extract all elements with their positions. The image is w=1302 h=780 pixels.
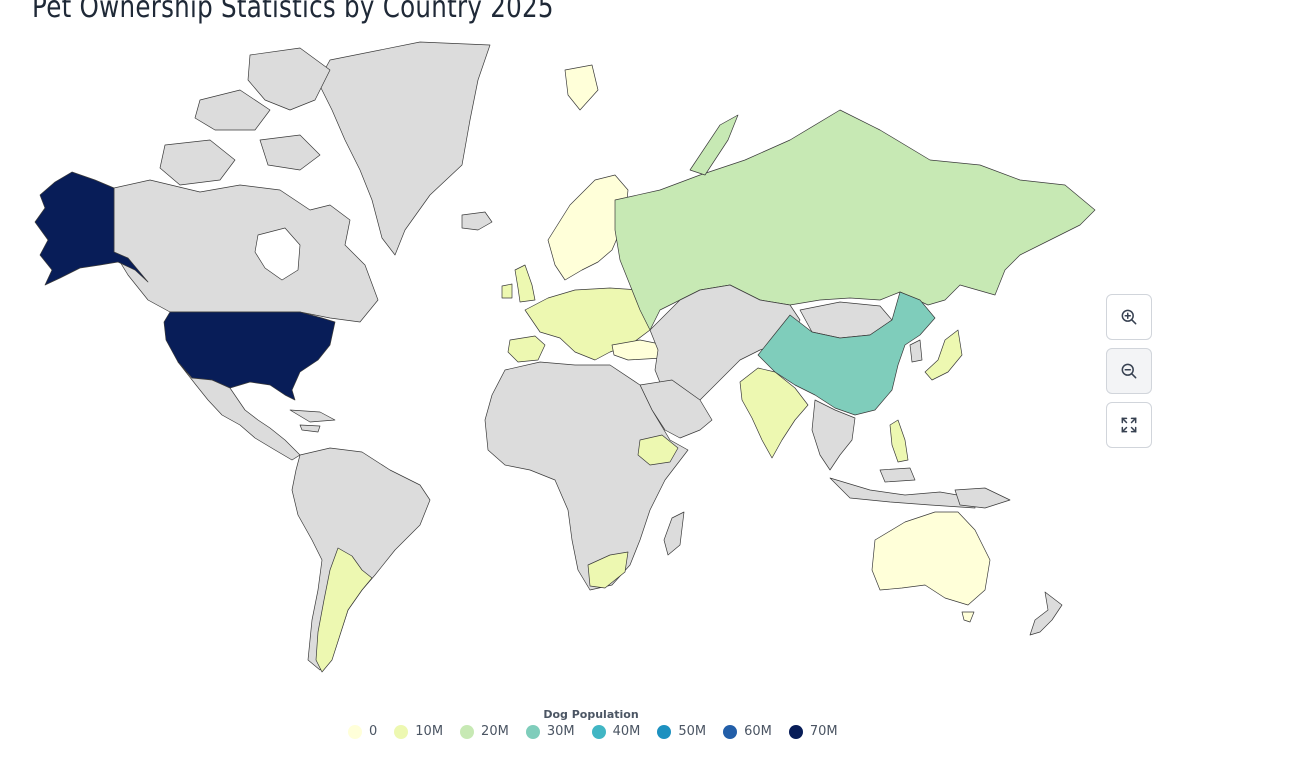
region-russia[interactable] [614,109,1096,331]
legend-label: 0 [369,724,378,739]
legend-item[interactable]: 10M [394,724,443,739]
reset-view-button[interactable] [1106,402,1152,448]
legend-item[interactable]: 0 [348,724,377,739]
legend-label: 10M [415,724,444,739]
legend-swatch [348,724,362,739]
zoom-in-button[interactable] [1106,294,1152,340]
region-south-africa[interactable] [587,551,629,589]
region-novaya-zemlya[interactable] [689,114,739,176]
region-korea[interactable] [909,339,923,363]
legend-swatch [460,724,475,739]
legend-label: 50M [678,724,707,739]
zoom-in-icon [1121,309,1137,325]
region-madagascar[interactable] [663,511,685,556]
legend-item[interactable]: 30M [525,724,575,739]
region-japan[interactable] [924,329,963,381]
legend-label: 30M [546,724,575,739]
legend-item[interactable]: 40M [591,724,641,739]
zoom-out-button[interactable] [1106,348,1152,394]
region-south-america[interactable] [291,447,431,671]
legend-items: 0 10M 20M 30M 40M 50M 60M 70M [348,724,855,739]
region-se-asia[interactable] [811,399,856,471]
legend-item[interactable]: 70M [788,724,838,739]
region-greenland[interactable] [317,41,491,256]
region-philippines[interactable] [889,419,909,463]
region-new-zealand[interactable] [1029,591,1063,636]
region-india[interactable] [739,367,809,459]
region-svalbard[interactable] [564,64,599,111]
legend-label: 20M [481,724,509,739]
region-canada-islands[interactable] [159,47,331,186]
region-canada[interactable] [113,179,379,323]
legend-item[interactable]: 50M [657,724,706,739]
region-papua[interactable] [954,487,1011,509]
map-legend: Dog Population 0 10M 20M 30M 40M 50M 60M [0,706,1182,746]
region-ethiopia[interactable] [637,434,679,466]
region-hudson-bay [254,227,301,281]
legend-swatch [394,724,409,739]
region-uk[interactable] [501,264,536,303]
region-argentina[interactable] [315,547,373,673]
legend-label: 60M [744,724,772,739]
region-tasmania[interactable] [961,611,975,623]
region-europe[interactable] [524,287,656,361]
legend-swatch [788,724,803,739]
region-australia[interactable] [871,511,991,606]
legend-item[interactable]: 20M [460,724,509,739]
legend-item[interactable]: 60M [723,724,772,739]
fullscreen-icon [1121,417,1137,433]
legend-label: 70M [809,724,838,739]
legend-swatch [525,724,540,739]
region-usa[interactable] [163,311,336,401]
region-iberia[interactable] [507,335,546,363]
region-caribbean[interactable] [289,409,336,433]
legend-swatch [591,724,606,739]
world-map[interactable] [0,0,1302,700]
legend-label: 40M [612,724,641,739]
region-china[interactable] [757,291,936,416]
region-indonesia[interactable] [829,467,976,509]
region-iceland[interactable] [461,211,493,231]
zoom-out-icon [1121,363,1137,379]
page-title: Pet Ownership Statistics by Country 2025 [32,0,554,25]
legend-swatch [723,724,738,739]
legend-swatch [657,724,672,739]
legend-title: Dog Population [543,708,639,721]
region-alaska[interactable] [34,171,149,286]
